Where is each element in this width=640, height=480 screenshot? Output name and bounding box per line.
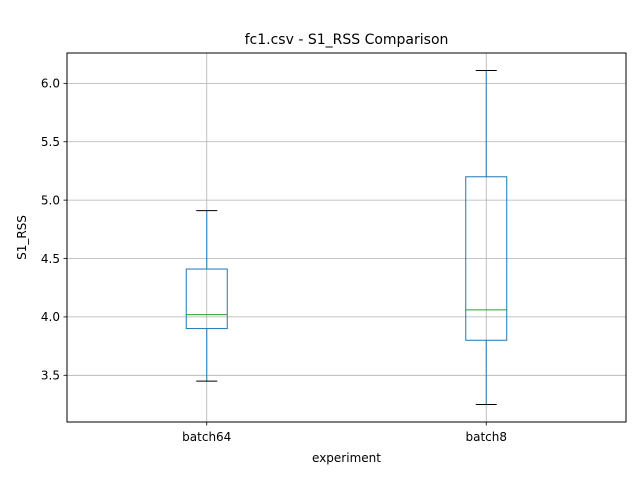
chart-title: fc1.csv - S1_RSS Comparison [245,32,449,48]
y-tick-label: 5.0 [41,193,60,207]
x-axis-label: experiment [312,451,381,465]
plot-frame [66,52,627,423]
x-tick-label: batch8 [465,430,507,444]
y-tick-label: 4.0 [41,310,60,324]
grid [67,53,626,422]
y-tick-label: 3.5 [41,369,60,383]
iqr-box [465,176,508,341]
y-tick-label: 6.0 [41,77,60,91]
y-ticks: 3.5 4.0 4.5 5.0 5.5 6.0 [41,77,67,383]
iqr-box [185,268,228,330]
x-ticks: batch64 batch8 [182,422,507,444]
y-axis-label: S1_RSS [15,215,29,260]
y-tick-label: 4.5 [41,252,60,266]
box-batch64 [185,210,228,382]
box-batch8 [465,70,508,405]
x-tick-label: batch64 [182,430,231,444]
boxes [185,70,508,405]
y-tick-label: 5.5 [41,135,60,149]
